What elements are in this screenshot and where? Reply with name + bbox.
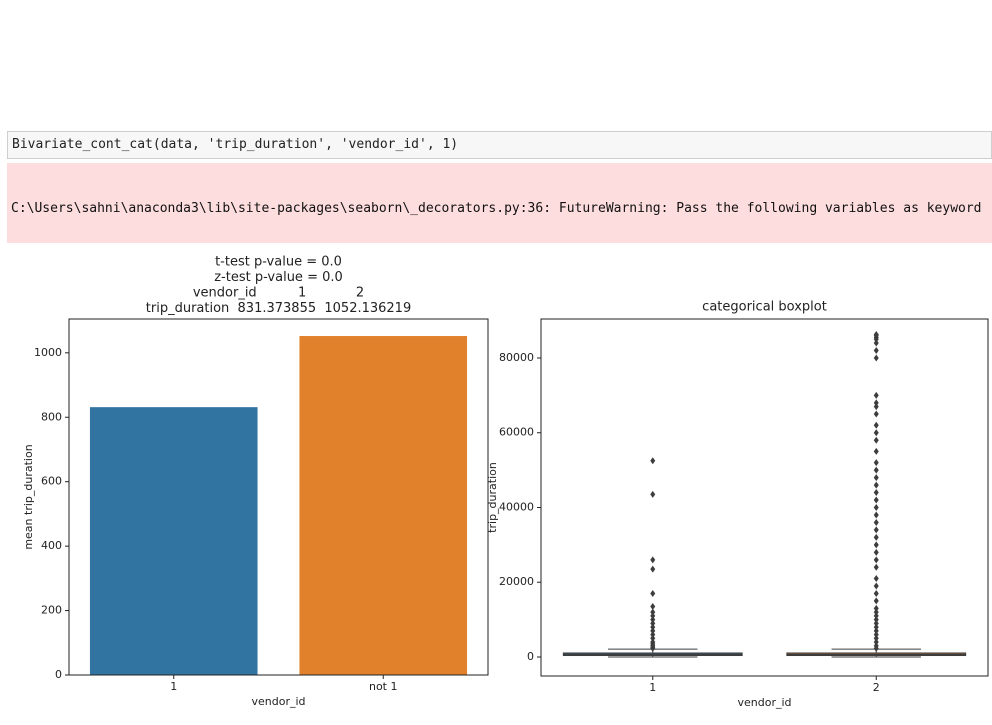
flier xyxy=(873,466,879,474)
flier xyxy=(873,511,879,519)
y-tick-label: 200 xyxy=(41,604,62,617)
flier xyxy=(650,634,656,642)
flier xyxy=(873,616,879,624)
flier xyxy=(873,634,879,642)
x-tick-label: not 1 xyxy=(369,680,398,693)
x-tick-label: 2 xyxy=(873,681,880,694)
flier xyxy=(873,604,879,612)
y-tick-label: 400 xyxy=(41,539,62,552)
flier xyxy=(873,436,879,444)
flier xyxy=(873,403,879,411)
flier xyxy=(650,556,656,564)
y-tick-label: 80000 xyxy=(499,351,534,364)
flier xyxy=(873,582,879,590)
chart-title: t-test p-value = 0.0 xyxy=(215,255,342,270)
flier xyxy=(650,457,656,465)
flier xyxy=(873,410,879,418)
chart-title: trip_duration 831.373855 1052.136219 xyxy=(146,301,411,316)
flier xyxy=(873,612,879,620)
flier xyxy=(650,619,656,627)
y-axis-label: mean trip_duration xyxy=(22,444,35,549)
chart-title: vendor_id 1 2 xyxy=(193,286,364,301)
flier xyxy=(873,631,879,639)
chart-title: categorical boxplot xyxy=(702,300,827,315)
flier xyxy=(873,548,879,556)
flier xyxy=(873,642,879,650)
flier xyxy=(873,619,879,627)
flier xyxy=(873,447,879,455)
flier xyxy=(873,541,879,549)
flier xyxy=(650,608,656,616)
y-tick-label: 800 xyxy=(41,410,62,423)
y-tick-label: 0 xyxy=(55,668,62,681)
flier xyxy=(873,533,879,541)
flier xyxy=(873,339,879,347)
y-axis-label: trip_duration xyxy=(486,462,499,533)
flier xyxy=(873,330,879,338)
flier xyxy=(873,421,879,429)
flier xyxy=(873,518,879,526)
y-tick-label: 20000 xyxy=(499,575,534,588)
code-text: Bivariate_cont_cat(data, 'trip_duration'… xyxy=(12,137,459,152)
flier xyxy=(873,638,879,646)
flier xyxy=(650,623,656,631)
flier xyxy=(873,597,879,605)
flier xyxy=(650,616,656,624)
y-tick-label: 1000 xyxy=(34,346,62,359)
flier xyxy=(873,481,879,489)
x-axis-label: vendor_id xyxy=(737,696,791,709)
flier xyxy=(873,354,879,362)
x-tick-label: 1 xyxy=(170,680,177,693)
code-cell[interactable]: Bivariate_cont_cat(data, 'trip_duration'… xyxy=(7,131,992,159)
flier xyxy=(873,575,879,583)
flier xyxy=(650,627,656,635)
x-tick-label: 1 xyxy=(649,681,656,694)
flier xyxy=(873,526,879,534)
bar xyxy=(299,336,468,675)
chart-title: z-test p-value = 0.0 xyxy=(214,270,343,285)
flier xyxy=(650,603,656,611)
flier xyxy=(873,391,879,399)
flier xyxy=(873,503,879,511)
y-tick-label: 40000 xyxy=(499,500,534,513)
plot-frame xyxy=(540,318,989,677)
flier xyxy=(873,474,879,482)
flier xyxy=(873,623,879,631)
flier xyxy=(873,489,879,497)
flier xyxy=(873,627,879,635)
flier xyxy=(873,589,879,597)
flier xyxy=(650,490,656,498)
flier xyxy=(650,638,656,646)
y-tick-label: 0 xyxy=(527,650,534,663)
warning-output: C:\Users\sahni\anaconda3\lib\site-packag… xyxy=(7,163,992,243)
flier xyxy=(873,347,879,355)
warning-line: C:\Users\sahni\anaconda3\lib\site-packag… xyxy=(11,201,982,216)
y-tick-label: 600 xyxy=(41,475,62,488)
flier xyxy=(873,459,879,467)
flier xyxy=(650,612,656,620)
flier xyxy=(873,608,879,616)
flier xyxy=(873,429,879,437)
flier xyxy=(873,556,879,564)
x-axis-label: vendor_id xyxy=(251,695,305,708)
flier xyxy=(873,563,879,571)
flier xyxy=(873,399,879,407)
plot-frame xyxy=(68,318,489,676)
flier xyxy=(873,496,879,504)
flier xyxy=(650,631,656,639)
flier xyxy=(650,565,656,573)
y-tick-label: 60000 xyxy=(499,426,534,439)
flier xyxy=(650,589,656,597)
bar xyxy=(89,407,258,675)
